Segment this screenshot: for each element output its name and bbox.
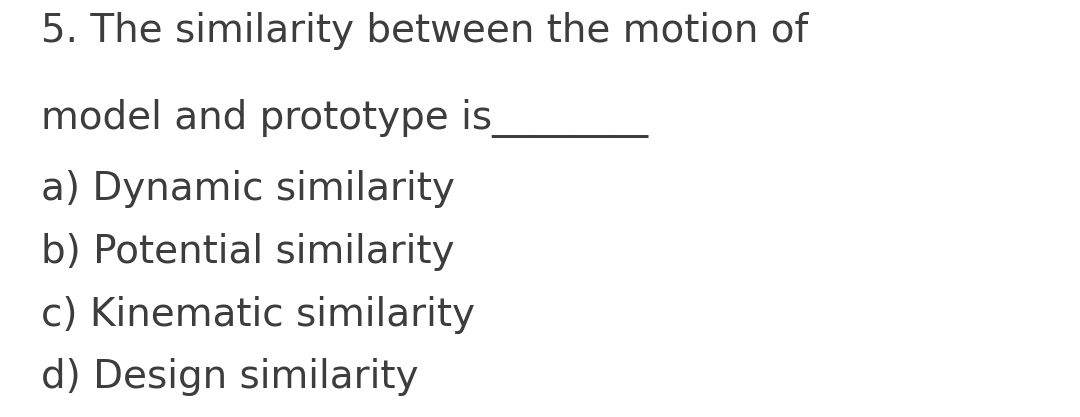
Text: d) Design similarity: d) Design similarity	[41, 358, 419, 396]
Text: 5. The similarity between the motion of: 5. The similarity between the motion of	[41, 12, 808, 50]
Text: a) Dynamic similarity: a) Dynamic similarity	[41, 171, 455, 208]
Text: c) Kinematic similarity: c) Kinematic similarity	[41, 296, 475, 334]
Text: b) Potential similarity: b) Potential similarity	[41, 233, 455, 271]
Text: model and prototype is________: model and prototype is________	[41, 98, 648, 138]
